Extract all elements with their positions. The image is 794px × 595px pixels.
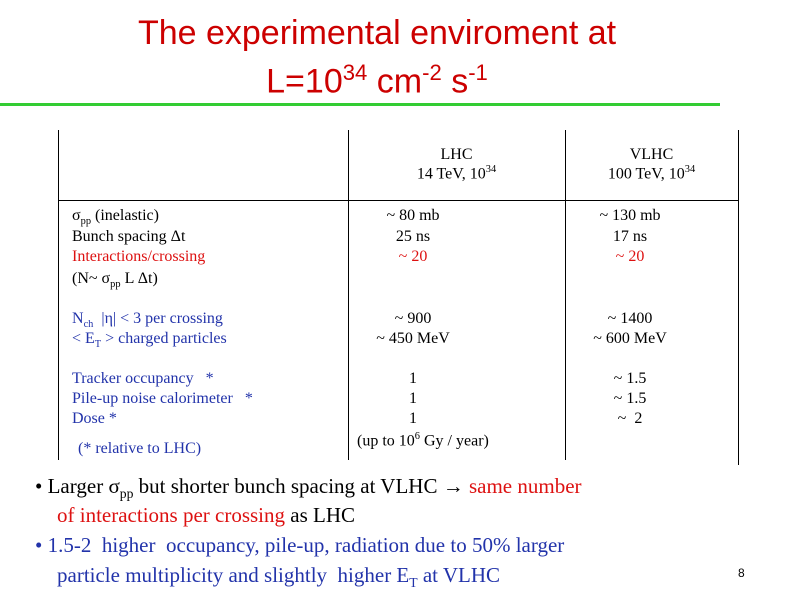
table-cell: (inelastic) xyxy=(91,207,159,224)
t: L=10 xyxy=(266,62,343,101)
t: 34 xyxy=(342,60,368,85)
table-cell: ~ 2 xyxy=(617,410,643,427)
footnote: (* relative to LHC) xyxy=(78,440,202,457)
t: 34 xyxy=(485,164,497,175)
table-cell: < E xyxy=(72,330,95,347)
t: pp xyxy=(119,486,134,502)
t: 6 xyxy=(414,431,420,442)
table-cell: ~ 450 MeV xyxy=(376,330,450,347)
bullet-cont: particle multiplicity and slightly highe… xyxy=(57,563,500,591)
table-cell: pp xyxy=(80,216,92,228)
t: (up to 10 xyxy=(357,432,415,450)
t: at VLHC xyxy=(417,563,501,587)
t: σ xyxy=(108,474,120,498)
table-cell: ~ 900 xyxy=(394,310,432,327)
table-cell: ~ 1.5 xyxy=(613,370,647,387)
table-line xyxy=(565,130,566,460)
table-cell: σ xyxy=(72,207,81,224)
table-cell: N xyxy=(72,310,84,327)
table-cell: (N~ σpp L Δt) xyxy=(72,270,158,290)
table-cell: ~ 20 xyxy=(398,248,428,265)
table-cell: ch xyxy=(83,319,94,331)
table-cell: Interactions/crossing xyxy=(72,248,206,265)
header: VLHC 100 TeV, 1034 xyxy=(565,146,738,183)
table-cell: Nch |η| < 3 per crossing xyxy=(72,310,223,330)
bullet-cont: of interactions per crossing as LHC xyxy=(57,503,355,528)
t: -2 xyxy=(422,60,442,85)
page-number: 8 xyxy=(738,566,745,580)
t: 1.5-2 higher occupancy, pile-up, radiati… xyxy=(47,533,565,557)
t: as LHC xyxy=(285,503,356,527)
bullet: • Larger σpp but shorter bunch spacing a… xyxy=(35,474,582,502)
table-cell: 1 xyxy=(409,390,417,407)
dose-note: (up to 106 Gy / year) xyxy=(357,431,489,450)
table-cell: 1 xyxy=(409,370,417,387)
t: Larger xyxy=(47,474,109,498)
table-cell: Pile-up noise calorimeter * xyxy=(72,390,253,408)
table-cell: < ET > charged particles xyxy=(72,330,227,350)
t: -1 xyxy=(468,60,488,85)
t: 34 xyxy=(684,164,696,175)
table-cell: ~ 1.5 xyxy=(613,390,647,407)
t: same number xyxy=(468,474,582,498)
table-line xyxy=(58,130,59,460)
t: of interactions per crossing xyxy=(57,503,286,527)
table-line xyxy=(738,130,739,465)
table-cell: ~ 1400 xyxy=(607,310,653,327)
title-line2: L=1034 cm-2 s-1 xyxy=(0,60,774,101)
table-cell: ~ 130 mb xyxy=(599,207,661,224)
t: cm xyxy=(367,62,423,101)
t: T xyxy=(409,575,418,591)
table-cell: ~ 600 MeV xyxy=(593,330,667,347)
table-cell: Dose * xyxy=(72,410,117,428)
table-cell: 17 ns xyxy=(612,228,648,245)
table-cell: Bunch spacing Δt xyxy=(72,228,185,246)
title-line1: The experimental enviroment at xyxy=(137,14,617,52)
table-cell: (N~ σ xyxy=(72,270,111,287)
table-line xyxy=(58,200,738,201)
table-cell: σpp (inelastic) xyxy=(72,207,159,227)
t: particle multiplicity and slightly highe… xyxy=(57,563,410,587)
table-cell: Tracker occupancy * xyxy=(72,370,214,388)
header: LHC 14 TeV, 1034 xyxy=(348,146,565,183)
table-cell: Tracker occupancy * xyxy=(72,370,214,387)
t: LHC xyxy=(440,146,473,163)
table-cell: L Δt) xyxy=(120,270,158,287)
rule xyxy=(0,103,720,106)
table-cell: Pile-up noise calorimeter * xyxy=(72,390,253,407)
table-cell: Bunch spacing Δt xyxy=(72,228,186,245)
table-cell: T xyxy=(94,339,102,351)
table-cell: |η| < 3 per crossing xyxy=(93,310,223,327)
t: s xyxy=(441,62,469,101)
table-cell: 25 ns xyxy=(395,228,431,245)
table-cell: Dose * xyxy=(72,410,117,427)
table-cell: > charged particles xyxy=(101,330,227,347)
table-cell: 1 xyxy=(409,410,417,427)
table-line xyxy=(348,130,349,460)
table-cell: ~ 80 mb xyxy=(386,207,440,224)
table-cell: ~ 20 xyxy=(615,248,645,265)
bullet: • 1.5-2 higher occupancy, pile-up, radia… xyxy=(35,533,565,557)
t: VLHC xyxy=(629,146,674,163)
t: Gy / year) xyxy=(419,432,489,450)
table-cell: Interactions/crossing xyxy=(72,248,205,266)
t: 14 TeV, 10 xyxy=(416,165,486,183)
t: 100 TeV, 10 xyxy=(607,165,685,183)
t: but shorter bunch spacing at VLHC → xyxy=(133,474,469,498)
table-cell: pp xyxy=(110,279,121,291)
